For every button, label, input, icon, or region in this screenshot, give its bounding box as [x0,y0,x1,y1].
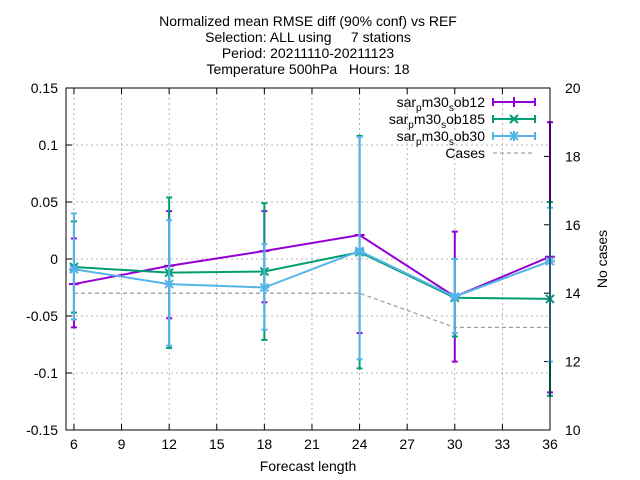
y2-tick-label: 14 [565,285,581,301]
chart-title: Normalized mean RMSE diff (90% conf) vs … [159,13,457,77]
title-line-4: Temperature 500hPa Hours: 18 [206,61,409,77]
marker-stroke [509,114,519,124]
x-tick-label: 15 [209,436,225,452]
title-line-3: Period: 20211110-20211123 [222,45,395,61]
legend-label-part: ob12 [454,94,485,110]
x-tick-label: 12 [161,436,177,452]
legend-label: sarpm30sob185 [389,111,485,131]
y2-tick-label: 10 [565,422,581,438]
legend-label-part: ob30 [454,128,485,144]
marker-stroke [450,291,460,302]
marker-stroke [69,264,79,274]
data-point [509,114,519,124]
legend-label-part: m30 [414,111,441,127]
legend-label: sarpm30sob12 [397,94,486,114]
x-tick-label: 24 [352,436,368,452]
title-line-2: Selection: ALL using 7 stations [205,29,411,45]
legend-label-part: s [449,103,454,114]
y-tick-label: 0.1 [39,137,59,153]
legend-label-part: p [408,120,414,131]
legend-label: sarpm30sob30 [397,128,486,148]
x-tick-label: 30 [447,436,463,452]
y-tick-label: -0.05 [26,308,58,324]
title-line-1: Normalized mean RMSE diff (90% conf) vs … [159,13,457,29]
plot-frame [65,87,551,431]
cases-series [73,292,550,329]
x-tick-label: 27 [399,436,415,452]
legend-label-cases: Cases [445,145,485,161]
data-point [259,282,270,293]
y-tick-label: -0.1 [34,365,58,381]
axes: 6 9 12 15 18 21 24 27 30 33 36 -0.15 -0.1 -0.05 0 0.05 0… [26,80,581,452]
y2-tick-label: 18 [565,148,581,164]
cases-line [73,292,550,329]
legend-label-part: sar [397,128,417,144]
data-point [509,131,519,141]
legend-label-part: p [416,103,422,114]
marker-stroke [259,282,270,293]
legend-label-part: s [449,137,454,148]
y-tick-label: 0 [50,251,58,267]
legend-label-part: m30 [422,94,449,110]
y-tick-label: -0.15 [26,422,58,438]
y-tick-label: 0.05 [31,194,58,210]
data-point [164,279,175,290]
x-tick-label: 9 [118,436,126,452]
series-line [73,249,551,298]
legend: sarpm30sob12sarpm30sob185sarpm30sob30Cas… [389,94,536,161]
y2-tick-label: 12 [565,354,581,370]
y2-tick-label: 20 [565,80,581,96]
y2-tick-label: 16 [565,217,581,233]
marker-stroke [509,131,519,141]
data-point [509,97,519,107]
data-point [449,291,460,302]
legend-label-part: sar [397,94,417,110]
legend-label-part: m30 [422,128,449,144]
x-tick-label: 33 [495,436,511,452]
x-tick-label: 18 [257,436,273,452]
legend-label-part: s [441,120,446,131]
x-tick-label: 6 [70,436,78,452]
y2-axis-label: No cases [594,230,610,288]
data-point [354,246,365,257]
y-tick-label: 0.15 [31,80,58,96]
legend-label-part: sar [389,111,409,127]
legend-label-part: ob185 [446,111,485,127]
legend-label-part: p [416,137,422,148]
x-tick-label: 21 [304,436,320,452]
marker-stroke [354,246,365,256]
data-point [68,264,79,275]
series-line [73,251,551,300]
x-axis-label: Forecast length [260,458,357,474]
x-tick-label: 36 [542,436,558,452]
series-1 [68,121,555,394]
marker-stroke [164,279,174,289]
